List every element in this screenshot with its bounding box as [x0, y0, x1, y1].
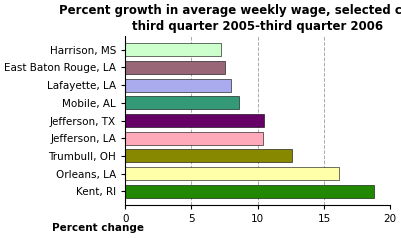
- Bar: [125, 79, 231, 92]
- Bar: [125, 61, 225, 74]
- Bar: [125, 96, 239, 109]
- Title: Percent growth in average weekly wage, selected counties,
third quarter 2005-thi: Percent growth in average weekly wage, s…: [59, 4, 401, 33]
- Bar: [125, 114, 264, 127]
- Bar: [125, 149, 292, 162]
- Text: Percent change: Percent change: [52, 223, 144, 233]
- Bar: [125, 43, 221, 56]
- Bar: [125, 185, 375, 198]
- Bar: [125, 167, 338, 180]
- Bar: [125, 132, 263, 144]
